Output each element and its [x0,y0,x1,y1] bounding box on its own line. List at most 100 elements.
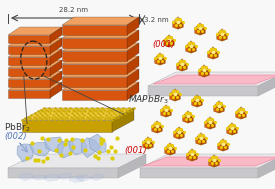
Polygon shape [8,49,62,57]
Polygon shape [236,112,241,119]
Polygon shape [165,143,175,150]
Polygon shape [219,106,224,113]
Polygon shape [182,64,187,71]
Polygon shape [223,144,228,151]
Polygon shape [200,28,205,35]
Polygon shape [127,69,139,87]
Polygon shape [8,57,50,65]
Polygon shape [170,94,175,101]
Polygon shape [62,82,139,90]
Polygon shape [187,149,197,156]
Polygon shape [196,138,201,145]
Polygon shape [30,142,51,156]
Polygon shape [227,128,232,135]
Polygon shape [62,69,139,77]
Polygon shape [179,132,184,139]
Polygon shape [186,46,191,53]
Polygon shape [62,56,139,64]
Polygon shape [258,72,275,96]
Polygon shape [18,173,33,181]
Polygon shape [217,29,227,36]
Polygon shape [192,100,197,107]
Polygon shape [177,59,187,66]
Polygon shape [174,132,179,139]
Polygon shape [62,30,139,38]
Text: MAPbBr$_3$: MAPbBr$_3$ [128,94,168,106]
Polygon shape [140,154,275,168]
Polygon shape [8,79,50,87]
Polygon shape [127,43,139,61]
Polygon shape [155,58,160,65]
Polygon shape [50,82,62,98]
Polygon shape [166,110,171,117]
Polygon shape [241,112,246,119]
Polygon shape [177,64,182,71]
Polygon shape [213,52,218,59]
Polygon shape [199,70,204,77]
Polygon shape [8,60,62,68]
Polygon shape [69,176,84,182]
Polygon shape [169,40,174,47]
Polygon shape [201,138,206,145]
Polygon shape [77,175,92,181]
Polygon shape [127,30,139,48]
Polygon shape [183,116,188,123]
Polygon shape [160,58,165,65]
Polygon shape [22,120,112,132]
Polygon shape [153,75,275,84]
Polygon shape [17,144,34,162]
Polygon shape [152,121,162,128]
Polygon shape [191,46,196,53]
Polygon shape [197,100,202,107]
Polygon shape [127,17,139,35]
Polygon shape [148,86,258,96]
Polygon shape [209,155,219,162]
Polygon shape [143,157,275,166]
Polygon shape [208,52,213,59]
Polygon shape [118,154,146,178]
Polygon shape [62,38,127,48]
Polygon shape [178,22,183,29]
Text: 28.2 nm: 28.2 nm [59,7,88,13]
Polygon shape [157,126,162,133]
Polygon shape [8,71,62,79]
Polygon shape [164,35,174,42]
Polygon shape [148,142,153,149]
Polygon shape [8,154,146,168]
Polygon shape [127,56,139,74]
Polygon shape [82,138,101,157]
Polygon shape [170,148,175,155]
Polygon shape [62,25,127,35]
Polygon shape [8,35,50,43]
Polygon shape [205,117,215,124]
Polygon shape [22,108,134,120]
Polygon shape [50,38,62,54]
Polygon shape [199,65,209,72]
Polygon shape [8,27,62,35]
Polygon shape [232,128,237,135]
Polygon shape [204,70,209,77]
Polygon shape [192,95,202,102]
Polygon shape [218,139,228,146]
Polygon shape [143,142,148,149]
Polygon shape [161,110,166,117]
Polygon shape [227,123,237,130]
Polygon shape [192,154,197,161]
Polygon shape [50,49,62,65]
Polygon shape [155,53,165,60]
Polygon shape [183,111,193,118]
Polygon shape [174,127,184,134]
Polygon shape [112,108,134,132]
Polygon shape [62,43,139,51]
Text: (001): (001) [124,146,147,154]
Polygon shape [175,94,180,101]
Polygon shape [127,82,139,100]
Polygon shape [222,34,227,41]
Polygon shape [44,137,64,153]
Polygon shape [165,148,170,155]
Polygon shape [214,106,219,113]
Polygon shape [209,160,214,167]
Polygon shape [62,90,127,100]
Polygon shape [195,28,200,35]
Polygon shape [173,22,178,29]
